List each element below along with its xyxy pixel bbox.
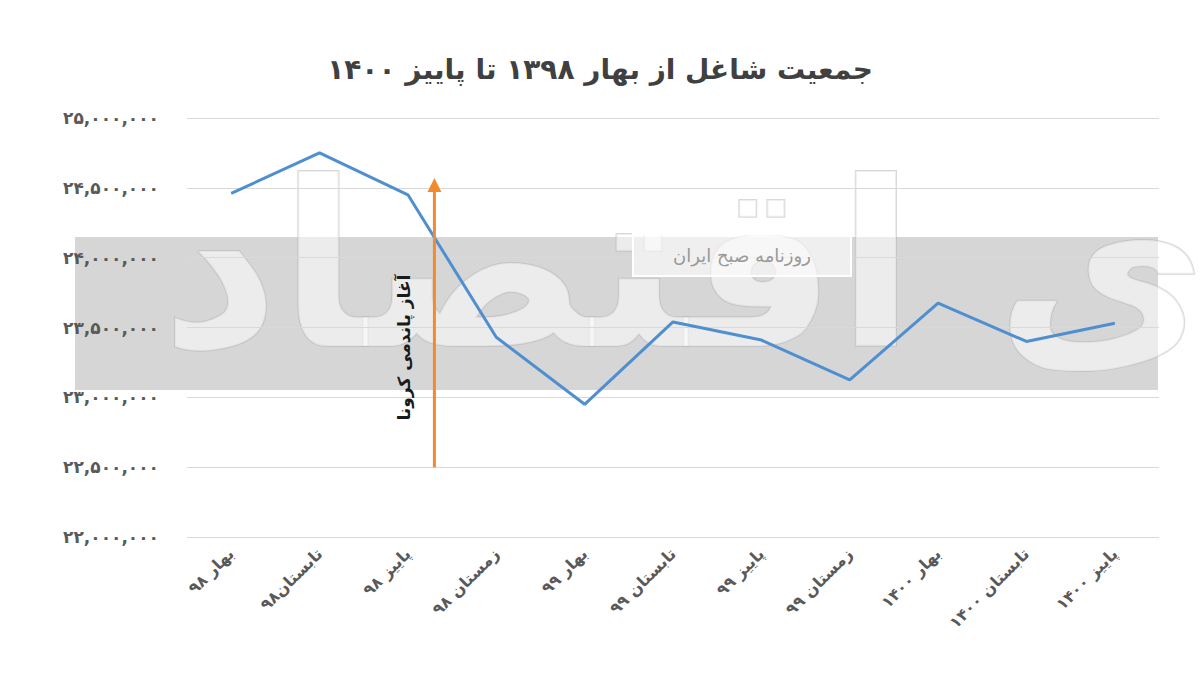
svg-text:بهار ۱۴۰۰: بهار ۱۴۰۰ (877, 544, 944, 611)
svg-text:تابستان ۱۴۰۰: تابستان ۱۴۰۰ (945, 544, 1033, 632)
svg-text:۲۳,۵۰۰,۰۰۰: ۲۳,۵۰۰,۰۰۰ (63, 318, 159, 338)
svg-text:۲۲,۰۰۰,۰۰۰: ۲۲,۰۰۰,۰۰۰ (63, 527, 159, 547)
svg-text:۲۲,۵۰۰,۰۰۰: ۲۲,۵۰۰,۰۰۰ (63, 457, 159, 477)
svg-text:تابستان ۹۹: تابستان ۹۹ (606, 544, 680, 618)
svg-text:بهار ۹۹: بهار ۹۹ (538, 544, 592, 598)
svg-text:۲۳,۰۰۰,۰۰۰: ۲۳,۰۰۰,۰۰۰ (63, 387, 159, 407)
svg-text:پاییز ۹۹: پاییز ۹۹ (713, 544, 769, 600)
svg-text:دنیای اقتصاد: دنیای اقتصاد (161, 133, 1200, 400)
svg-text:زمستان ۹۸: زمستان ۹۸ (428, 544, 503, 619)
svg-text:تابستان۹۸: تابستان۹۸ (256, 544, 326, 614)
svg-text:بهار ۹۸: بهار ۹۸ (184, 544, 238, 598)
svg-text:جمعیت شاغل از بهار ۱۳۹۸ تا پای: جمعیت شاغل از بهار ۱۳۹۸ تا پاییز ۱۴۰۰ (327, 53, 873, 86)
svg-text:۲۴,۰۰۰,۰۰۰: ۲۴,۰۰۰,۰۰۰ (63, 248, 159, 268)
svg-text:آغاز پاندمی کرونا: آغاز پاندمی کرونا (393, 273, 415, 420)
svg-text:۲۵,۰۰۰,۰۰۰: ۲۵,۰۰۰,۰۰۰ (63, 108, 159, 128)
svg-text:۲۴,۵۰۰,۰۰۰: ۲۴,۵۰۰,۰۰۰ (63, 178, 159, 198)
svg-text:پاییز ۹۸: پاییز ۹۸ (359, 544, 415, 600)
svg-text:پاییز ۱۴۰۰: پاییز ۱۴۰۰ (1052, 544, 1122, 614)
svg-text:زمستان ۹۹: زمستان ۹۹ (782, 544, 857, 619)
svg-text:روزنامه صبح ایران: روزنامه صبح ایران (673, 245, 811, 267)
